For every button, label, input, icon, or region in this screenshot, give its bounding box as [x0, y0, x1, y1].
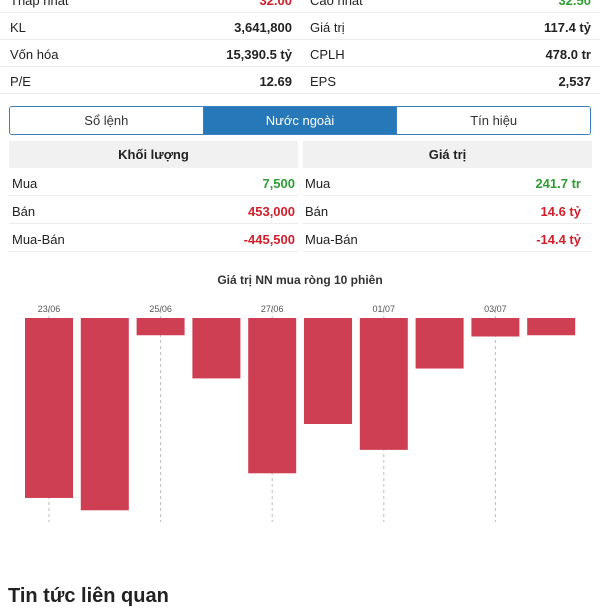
related-news-heading: Tin tức liên quan [8, 585, 169, 607]
row-label: Bán [305, 204, 329, 219]
bar[interactable] [248, 318, 297, 474]
foreign-volume-header: Khối lượng [9, 141, 298, 168]
stat-value: 3,641,800 [234, 20, 292, 35]
foreign-volume-panel: Khối lượng Mua 7,500 Bán 453,000 Mua-Bán… [9, 141, 298, 252]
x-tick-label: 03/07 [484, 304, 507, 314]
x-tick-label: 01/07 [373, 304, 396, 314]
foreign-value-panel: Giá trị Mua 241.7 tr Bán 14.6 tỷ Mua-Bán… [303, 141, 592, 252]
row-label: Mua-Bán [12, 232, 65, 247]
stock-stats-table: Thấp nhất 32.00 Cao nhất 32.50 KL 3,641,… [0, 0, 600, 94]
stat-value: 32.00 [259, 0, 292, 8]
row-value: -445,500 [243, 232, 295, 247]
row-value: 14.6 tỷ [540, 204, 581, 219]
stat-label: P/E [10, 74, 31, 89]
foreign-row-buy: Mua 7,500 [9, 168, 298, 196]
stat-value: 117.4 tỷ [544, 20, 591, 35]
bar[interactable] [415, 318, 464, 369]
stat-value: 12.69 [259, 74, 292, 89]
tab-foreign[interactable]: Nước ngoài [202, 107, 397, 134]
stat-row: KL 3,641,800 Giá trị 117.4 tỷ [0, 13, 600, 40]
foreign-row-net: Mua-Bán -14.4 tỷ [303, 224, 592, 252]
row-label: Mua [305, 176, 331, 191]
row-label: Mua [12, 176, 38, 191]
row-value: 453,000 [248, 204, 295, 219]
bar[interactable] [80, 318, 129, 511]
stat-label: Thấp nhất [10, 0, 69, 8]
bar[interactable] [136, 318, 185, 336]
stat-label: Cao nhất [310, 0, 363, 8]
tab-order-book[interactable]: Sổ lệnh [10, 107, 203, 134]
row-value: 7,500 [262, 176, 295, 191]
stat-label: EPS [310, 74, 337, 89]
foreign-row-net: Mua-Bán -445,500 [9, 224, 298, 252]
tab-bar: Sổ lệnh Nước ngoài Tín hiệu [9, 106, 591, 135]
stat-row: Thấp nhất 32.00 Cao nhất 32.50 [0, 0, 600, 13]
stat-label: Giá trị [310, 20, 345, 35]
x-tick-label: 23/06 [38, 304, 61, 314]
stat-value: 15,390.5 tỷ [226, 47, 292, 62]
stat-row: P/E 12.69 EPS 2,537 [0, 67, 600, 94]
foreign-row-buy: Mua 241.7 tr [303, 168, 592, 196]
stat-label: KL [10, 20, 26, 35]
x-tick-label: 25/06 [149, 304, 172, 314]
stat-value: 2,537 [558, 74, 591, 89]
row-label: Bán [12, 204, 36, 219]
bar[interactable] [359, 318, 408, 450]
bar[interactable] [25, 318, 73, 498]
foreign-row-sell: Bán 14.6 tỷ [303, 196, 592, 224]
bar[interactable] [471, 318, 520, 337]
row-label: Mua-Bán [305, 232, 358, 247]
stat-row: Vốn hóa 15,390.5 tỷ CPLH 478.0 tr [0, 40, 600, 67]
stat-value: 478.0 tr [545, 47, 591, 62]
chart-title: Giá trị NN mua ròng 10 phiên [217, 273, 383, 287]
bar[interactable] [527, 318, 576, 336]
row-value: 241.7 tr [535, 176, 581, 191]
tab-signals[interactable]: Tín hiệu [396, 107, 590, 134]
x-tick-label: 27/06 [261, 304, 284, 314]
bar[interactable] [304, 318, 352, 424]
stat-label: CPLH [310, 47, 345, 62]
row-value: -14.4 tỷ [536, 232, 581, 247]
foreign-row-sell: Bán 453,000 [9, 196, 298, 224]
bar[interactable] [192, 318, 241, 379]
net-buy-bar-chart: 23/06 25/06 27/06 01/07 03/07 [25, 304, 576, 522]
stat-label: Vốn hóa [10, 47, 59, 62]
stat-value: 32.50 [558, 0, 591, 8]
foreign-value-header: Giá trị [303, 141, 592, 168]
